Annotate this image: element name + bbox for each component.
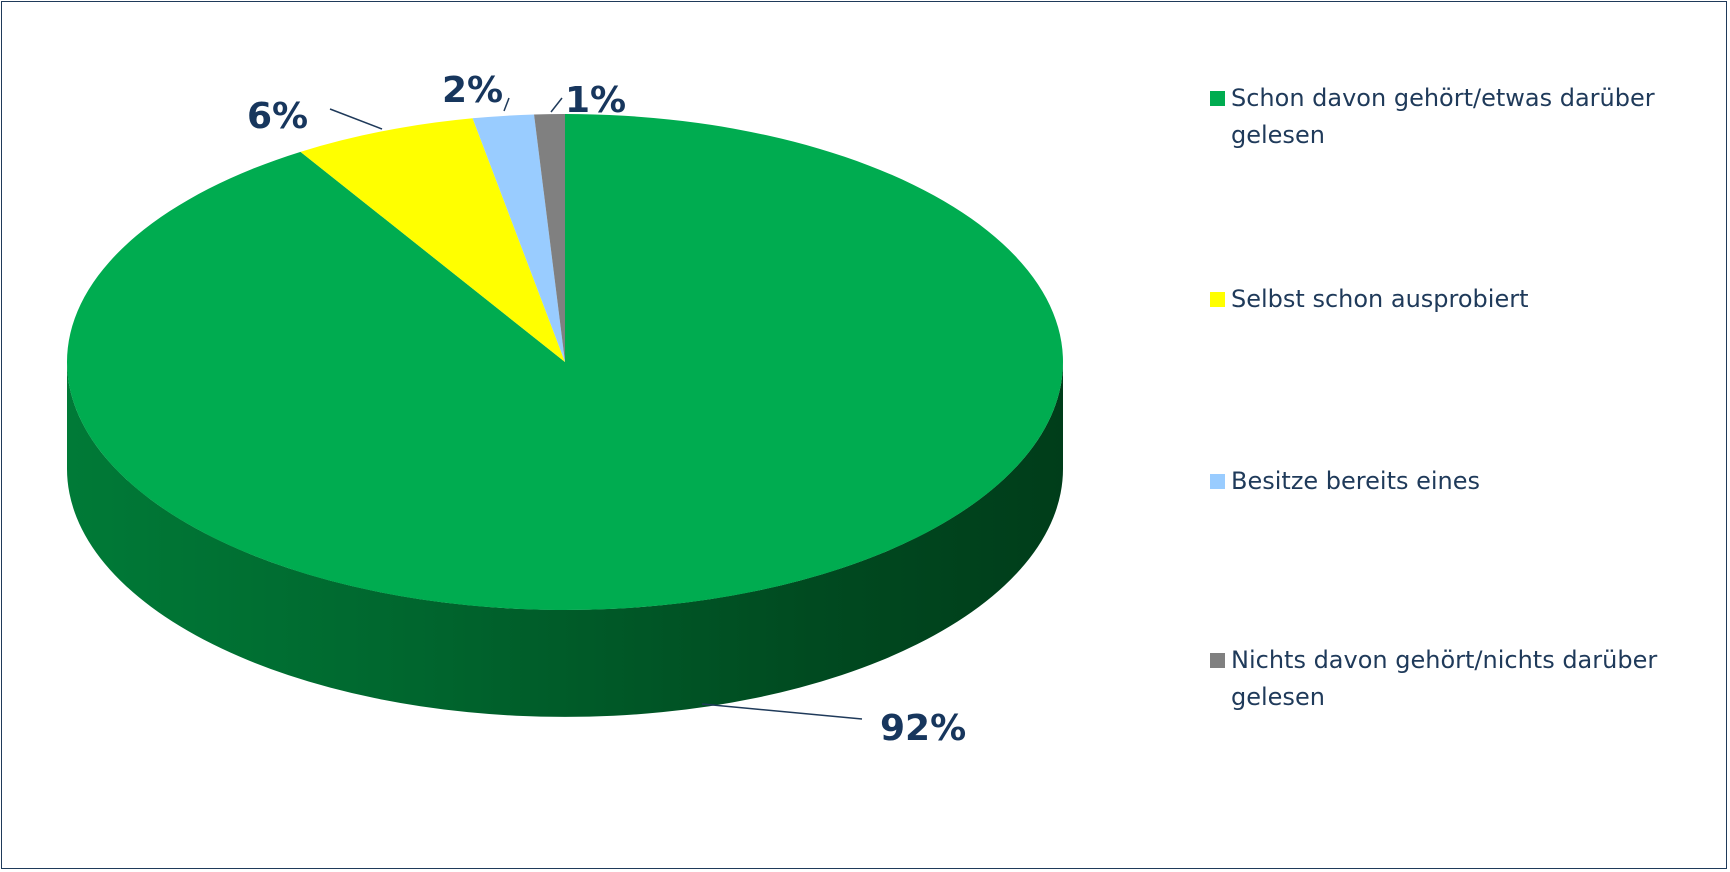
data-label-never-heard: 1% <box>565 80 626 121</box>
legend-item-tried: Selbst schon ausprobiert <box>1210 281 1720 318</box>
leader-line-never-heard <box>550 97 563 113</box>
leader-line-owns <box>503 97 510 112</box>
legend-label-owns: Besitze bereits eines <box>1231 467 1481 495</box>
leader-line-tried <box>329 108 383 130</box>
legend: Schon davon gehört/etwas darüber gelesen… <box>1210 2 1730 870</box>
legend-swatch-tried <box>1210 292 1225 307</box>
legend-label-tried: Selbst schon ausprobiert <box>1231 285 1529 313</box>
data-label-heard: 92% <box>880 708 966 749</box>
pie-slice-heard <box>66 114 1063 610</box>
pie-slice-never-heard <box>534 114 565 362</box>
data-label-owns: 2% <box>442 70 503 111</box>
legend-swatch-heard <box>1210 91 1225 106</box>
leader-line-heard <box>701 703 863 720</box>
pie-slice-tried <box>300 118 565 362</box>
legend-item-heard: Schon davon gehört/etwas darüber gelesen <box>1210 80 1720 154</box>
legend-label-never-heard: Nichts davon gehört/nichts darüber geles… <box>1231 646 1658 711</box>
legend-swatch-owns <box>1210 474 1225 489</box>
legend-item-never-heard: Nichts davon gehört/nichts darüber geles… <box>1210 642 1720 716</box>
pie-slice-owns <box>472 114 565 362</box>
legend-item-owns: Besitze bereits eines <box>1210 463 1720 500</box>
pie-side-wall <box>67 362 1063 717</box>
legend-label-heard: Schon davon gehört/etwas darüber gelesen <box>1231 84 1655 149</box>
data-label-tried: 6% <box>247 96 308 137</box>
legend-swatch-never-heard <box>1210 653 1225 668</box>
